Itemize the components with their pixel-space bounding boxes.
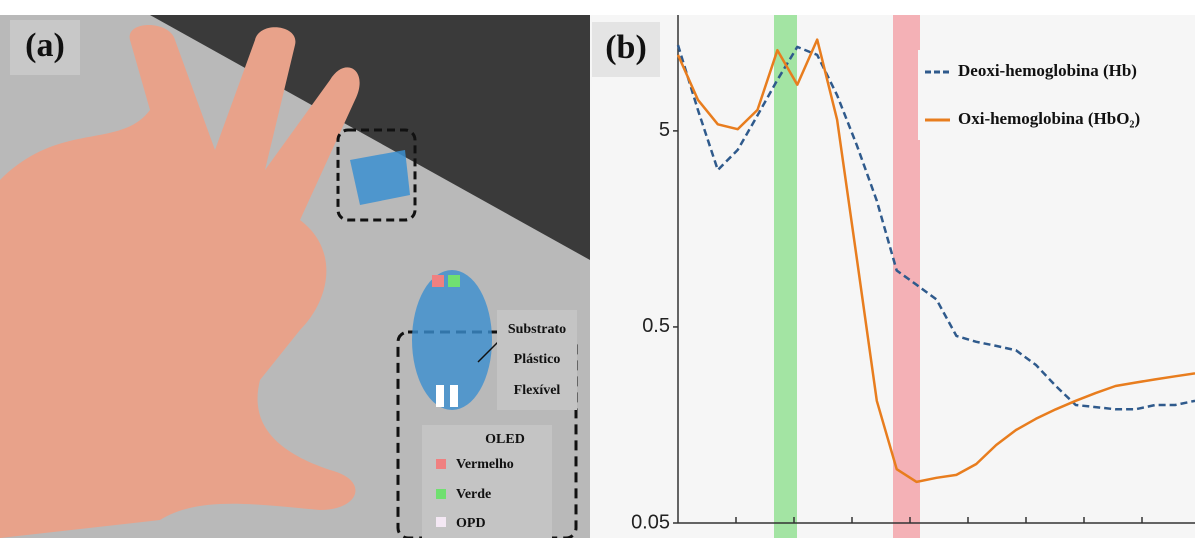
legend-title: OLED (485, 432, 525, 447)
y-tick-label: 0.05 (631, 511, 670, 533)
green-band (774, 15, 797, 538)
legend-label: Deoxi-hemoglobina (Hb) (958, 61, 1137, 80)
substrate-label: Plástico (514, 352, 561, 367)
panel-label: (b) (605, 29, 647, 66)
opd (450, 385, 458, 407)
panel-a: Substrato Plástico Flexível OLED Vermelh… (0, 15, 590, 538)
y-tick-label: 0.5 (642, 315, 670, 337)
substrate-label: Flexível (514, 383, 561, 398)
swatch (436, 459, 446, 469)
opd (436, 385, 444, 407)
legend-label: Verde (456, 487, 491, 502)
y-tick-label: 5 (659, 119, 670, 141)
substrate-label: Substrato (508, 322, 566, 337)
swatch (436, 517, 446, 527)
pixel-green (448, 275, 460, 287)
panel-label: (a) (25, 27, 65, 64)
legend-label: OPD (456, 516, 486, 531)
legend-label: Vermelho (456, 457, 514, 472)
swatch (436, 489, 446, 499)
pixel-red (432, 275, 444, 287)
figure: Substrato Plástico Flexível OLED Vermelh… (0, 0, 1195, 538)
legend-label: Oxi-hemoglobina (HbO₂) (958, 109, 1140, 128)
